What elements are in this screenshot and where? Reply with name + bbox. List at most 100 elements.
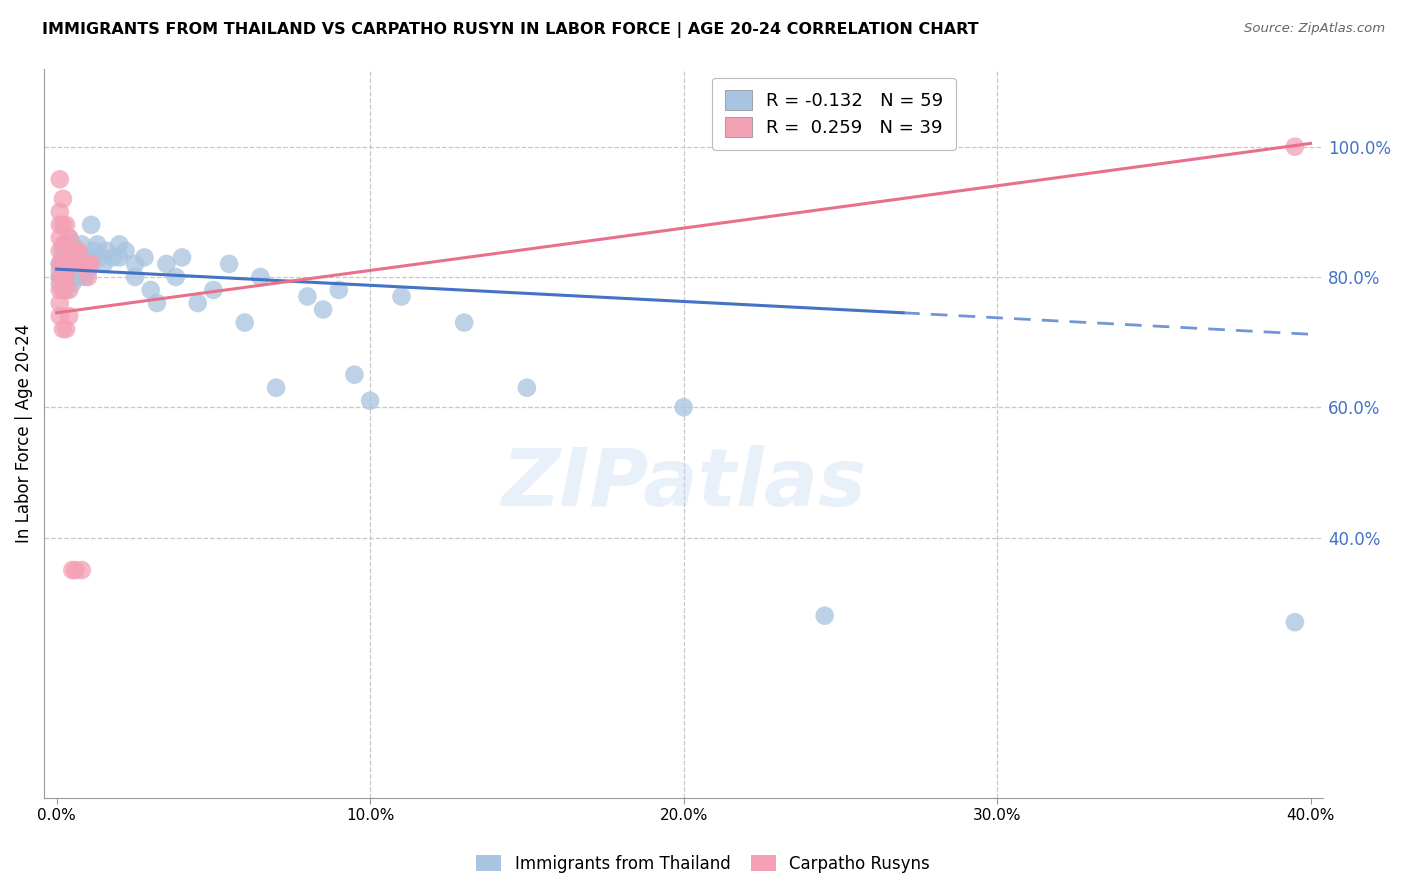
Point	[60, 237, 83, 252]
Point	[124, 269, 146, 284]
Point	[52, 237, 75, 252]
Point	[49, 218, 72, 232]
Point	[73, 269, 96, 284]
Point	[55, 283, 77, 297]
Point	[52, 269, 75, 284]
Point	[58, 231, 80, 245]
Point	[60, 257, 83, 271]
Point	[218, 257, 240, 271]
Point	[359, 393, 381, 408]
Text: ZIPatlas: ZIPatlas	[501, 445, 866, 524]
Point	[49, 269, 72, 284]
Point	[90, 251, 112, 265]
Point	[65, 563, 87, 577]
Point	[83, 244, 105, 258]
Point	[80, 218, 103, 232]
Point	[114, 244, 136, 258]
Point	[165, 269, 187, 284]
Point	[139, 283, 162, 297]
Point	[86, 237, 108, 252]
Point	[170, 251, 193, 265]
Point	[155, 257, 177, 271]
Point	[49, 257, 72, 271]
Point	[49, 277, 72, 291]
Point	[49, 269, 72, 284]
Text: Source: ZipAtlas.com: Source: ZipAtlas.com	[1244, 22, 1385, 36]
Point	[672, 401, 695, 415]
Point	[67, 244, 90, 258]
Point	[96, 244, 118, 258]
Point	[55, 269, 77, 284]
Point	[52, 283, 75, 297]
Point	[52, 192, 75, 206]
Point	[77, 269, 100, 284]
Point	[233, 316, 256, 330]
Point	[49, 263, 72, 277]
Point	[108, 251, 131, 265]
Point	[453, 316, 475, 330]
Point	[58, 269, 80, 284]
Point	[49, 309, 72, 323]
Point	[58, 257, 80, 271]
Point	[60, 251, 83, 265]
Point	[60, 277, 83, 291]
Point	[77, 257, 100, 271]
Point	[55, 257, 77, 271]
Point	[58, 309, 80, 323]
Legend: R = -0.132   N = 59, R =  0.259   N = 39: R = -0.132 N = 59, R = 0.259 N = 39	[711, 78, 956, 150]
Point	[52, 269, 75, 284]
Point	[65, 263, 87, 277]
Point	[343, 368, 366, 382]
Point	[77, 251, 100, 265]
Point	[264, 381, 287, 395]
Point	[187, 296, 209, 310]
Point	[70, 237, 93, 252]
Point	[1284, 615, 1306, 630]
Point	[55, 237, 77, 252]
Point	[49, 283, 72, 297]
Point	[65, 244, 87, 258]
Point	[93, 257, 115, 271]
Point	[249, 269, 271, 284]
Point	[55, 257, 77, 271]
Point	[73, 257, 96, 271]
Point	[67, 251, 90, 265]
Point	[60, 244, 83, 258]
Point	[49, 244, 72, 258]
Point	[516, 381, 538, 395]
Point	[49, 172, 72, 186]
Point	[49, 204, 72, 219]
Text: IMMIGRANTS FROM THAILAND VS CARPATHO RUSYN IN LABOR FORCE | AGE 20-24 CORRELATIO: IMMIGRANTS FROM THAILAND VS CARPATHO RUS…	[42, 22, 979, 38]
Point	[1284, 139, 1306, 153]
Point	[108, 237, 131, 252]
Point	[52, 218, 75, 232]
Point	[134, 251, 156, 265]
Point	[49, 257, 72, 271]
Point	[70, 563, 93, 577]
Point	[55, 322, 77, 336]
Point	[80, 257, 103, 271]
Point	[52, 244, 75, 258]
Y-axis label: In Labor Force | Age 20-24: In Labor Force | Age 20-24	[15, 324, 32, 543]
Point	[146, 296, 169, 310]
Point	[814, 608, 837, 623]
Legend: Immigrants from Thailand, Carpatho Rusyns: Immigrants from Thailand, Carpatho Rusyn…	[470, 848, 936, 880]
Point	[55, 218, 77, 232]
Point	[101, 251, 124, 265]
Point	[52, 257, 75, 271]
Point	[391, 289, 413, 303]
Point	[297, 289, 319, 303]
Point	[70, 257, 93, 271]
Point	[60, 563, 83, 577]
Point	[49, 231, 72, 245]
Point	[80, 251, 103, 265]
Point	[67, 269, 90, 284]
Point	[52, 322, 75, 336]
Point	[312, 302, 335, 317]
Point	[202, 283, 225, 297]
Point	[77, 263, 100, 277]
Point	[328, 283, 350, 297]
Point	[58, 283, 80, 297]
Point	[52, 251, 75, 265]
Point	[49, 296, 72, 310]
